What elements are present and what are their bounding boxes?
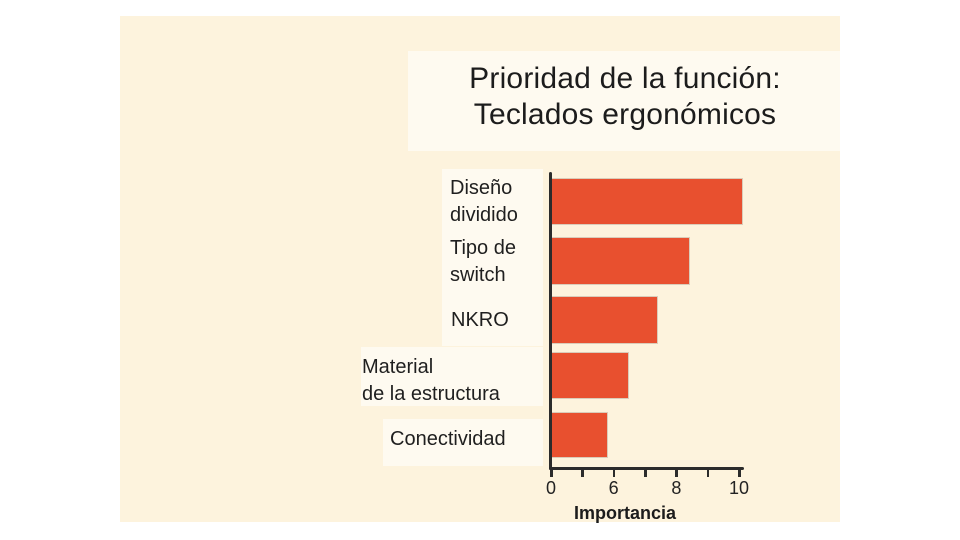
x-axis-tick <box>644 469 647 477</box>
label-highlight-conectividad <box>383 419 543 466</box>
title-highlight <box>408 51 842 151</box>
chart-title-line2: Teclados ergonómicos <box>473 98 777 131</box>
bar-tipo-de-switch <box>552 238 689 284</box>
category-label-diseno-dividido: Diseño dividido <box>450 177 518 226</box>
category-label-nkro: NKRO <box>451 309 509 331</box>
chart-title: Prioridad de la función: Teclados ergonó… <box>408 61 842 133</box>
bar-material-estructura <box>552 353 628 398</box>
bar-diseno-dividido <box>552 179 742 224</box>
x-axis-tick <box>581 469 584 477</box>
category-label-material-estructura: Material de la estructura <box>362 356 500 405</box>
bar-conectividad <box>552 413 607 457</box>
x-axis-ticks: 0 6 8 10 <box>546 469 749 499</box>
bar-nkro <box>552 297 657 343</box>
x-axis-tick <box>675 469 678 477</box>
label-highlight-material <box>361 347 543 406</box>
chart-title-line1: Prioridad de la función: <box>469 62 781 95</box>
x-axis-tick <box>738 469 741 477</box>
x-axis-tick-label: 6 <box>608 478 619 498</box>
x-axis-title: Importancia <box>573 503 677 523</box>
x-axis-tick <box>612 469 616 477</box>
y-axis-line <box>549 172 552 470</box>
chart-panel: Prioridad de la función: Teclados ergonó… <box>120 16 842 523</box>
labels-highlight-top <box>442 169 543 346</box>
x-axis-tick-label: 10 <box>728 478 750 498</box>
x-axis-tick-label: 8 <box>671 478 682 498</box>
x-axis-line <box>549 467 744 470</box>
category-label-tipo-de-switch: Tipo de switch <box>450 237 516 286</box>
x-axis-tick <box>550 469 553 477</box>
category-label-conectividad: Conectividad <box>390 428 506 450</box>
x-axis-tick-label: 0 <box>545 478 556 498</box>
x-axis-tick <box>706 469 710 477</box>
